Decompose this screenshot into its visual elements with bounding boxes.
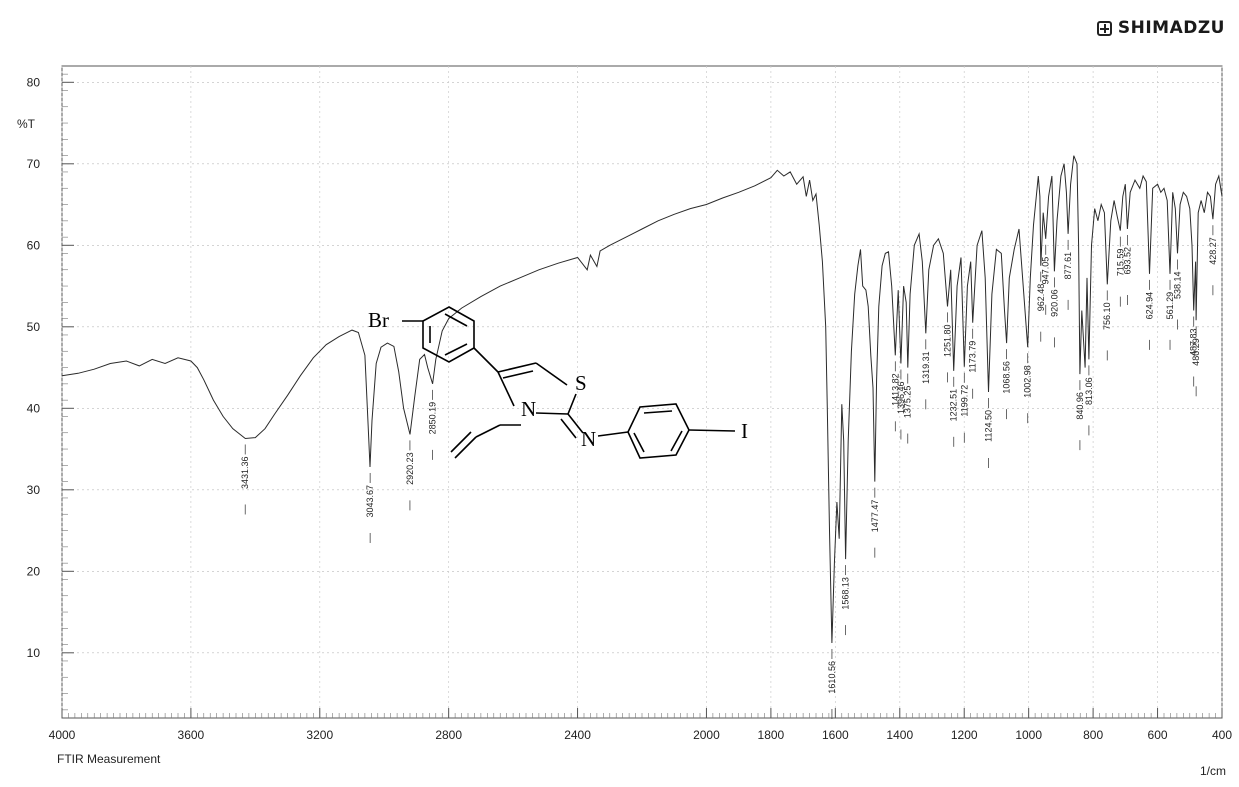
x-tick-label: 1800 [758, 728, 785, 742]
peak-label: 693.52 [1122, 247, 1132, 275]
spectrum-line [61, 155, 1223, 644]
peak-label: 428.27 [1208, 237, 1218, 265]
x-tick-label: 400 [1212, 728, 1232, 742]
peak-label: 2850.19 [427, 402, 437, 435]
brand-logo: SHIMADZU [1096, 18, 1225, 38]
y-tick-label: 40 [27, 401, 41, 415]
y-tick-label: 10 [27, 646, 41, 660]
peak-label: 487.83 [1189, 329, 1199, 357]
atom-s: S [575, 371, 587, 395]
plus-box-icon [1096, 20, 1112, 36]
y-tick-label: 60 [27, 238, 41, 252]
chemical-structure [402, 306, 736, 459]
peak-label: 1232.51 [949, 389, 959, 422]
y-tick-label: 70 [27, 157, 41, 171]
y-tick-label: 50 [27, 320, 41, 334]
peak-label: 715.59 [1115, 249, 1125, 277]
y-axis-label: %T [17, 117, 36, 131]
peak-label: 1375.25 [903, 386, 913, 419]
peak-label: 756.10 [1102, 302, 1112, 330]
x-tick-label: 1600 [822, 728, 849, 742]
peak-label: 561.29 [1165, 292, 1175, 320]
peak-label: 480.29 [1191, 338, 1201, 366]
peak-label: 1173.79 [968, 341, 978, 373]
y-axis: 10 20 30 40 50 60 70 80 [27, 75, 74, 660]
brand-name: SHIMADZU [1117, 18, 1225, 38]
x-tick-label: 600 [1148, 728, 1168, 742]
peak-label: 2920.23 [405, 452, 415, 485]
structure-atom-labels: Br S N N I [368, 308, 748, 451]
y-tick-label: 20 [27, 564, 41, 578]
peak-label: 877.61 [1063, 252, 1073, 280]
atom-iodine: I [741, 419, 748, 443]
atom-br: Br [368, 308, 389, 332]
atom-n-ring: N [521, 397, 536, 421]
x-tick-label: 3600 [178, 728, 205, 742]
x-tick-label: 1000 [1015, 728, 1042, 742]
peak-label: 1610.56 [827, 661, 837, 694]
peak-label: 3431.36 [240, 456, 250, 489]
peak-label: 1319.31 [921, 351, 931, 384]
peak-label: 1251.80 [943, 324, 953, 357]
x-tick-label: 4000 [49, 728, 76, 742]
peak-label: 1199.72 [959, 385, 969, 417]
y-tick-label: 80 [27, 75, 41, 89]
x-tick-label: 1200 [951, 728, 978, 742]
x-tick-label: 2000 [693, 728, 720, 742]
footer-label: FTIR Measurement [57, 752, 161, 766]
peak-label: 3043.67 [365, 485, 375, 518]
grid-lines [61, 66, 1223, 718]
x-tick-label: 800 [1083, 728, 1103, 742]
atom-n-imine: N [581, 427, 596, 451]
x-tick-label: 3200 [306, 728, 333, 742]
peak-label: 1477.47 [870, 500, 880, 533]
peak-labels: 3431.36 3043.67 2920.23 2850.19 1610.56 1568.… [240, 225, 1218, 720]
peak-label: 920.06 [1049, 289, 1059, 317]
peak-label: 1124.50 [984, 410, 994, 442]
peak-label: 624.94 [1145, 292, 1155, 320]
minor-ticks [61, 73, 1223, 718]
x-unit-label: 1/cm [1200, 764, 1226, 778]
x-tick-label: 2800 [435, 728, 462, 742]
peak-label: 1068.56 [1002, 361, 1012, 394]
peak-label: 1568.13 [841, 577, 851, 610]
x-tick-label: 2400 [564, 728, 591, 742]
peak-label: 1002.98 [1023, 365, 1033, 398]
peak-label: 962.48 [1036, 284, 1046, 312]
peak-label: 840.96 [1075, 392, 1085, 420]
peak-label: 1413.82 [890, 373, 900, 406]
x-tick-label: 1400 [886, 728, 913, 742]
peak-label: 947.05 [1041, 257, 1051, 285]
y-tick-label: 30 [27, 483, 41, 497]
peak-label: 813.06 [1084, 377, 1094, 405]
peak-label: 1396.46 [896, 381, 906, 414]
peak-label: 538.14 [1172, 271, 1182, 299]
x-axis: 4000 3600 3200 2800 2400 2000 1800 1600 1400 1200… [49, 708, 1232, 742]
